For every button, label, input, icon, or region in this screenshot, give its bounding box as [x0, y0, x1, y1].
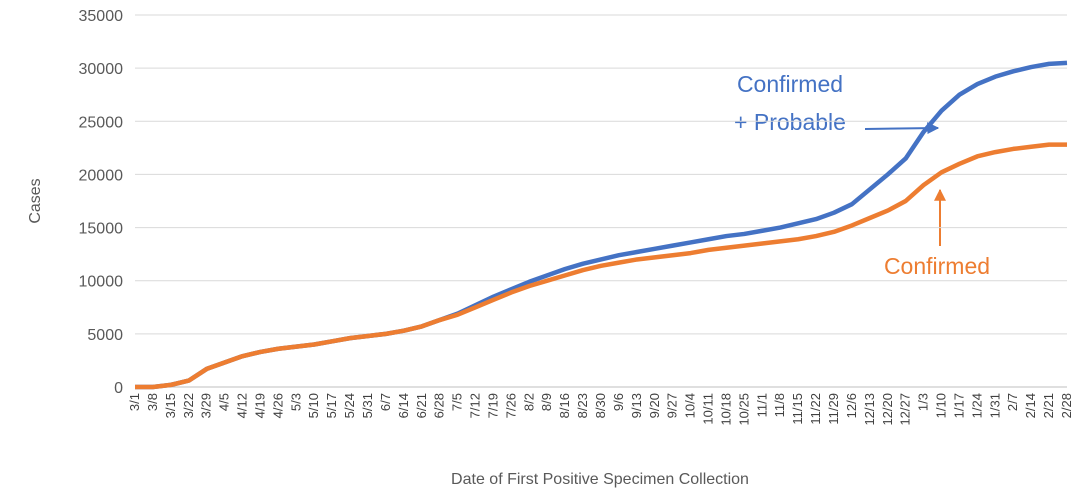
x-tick-label: 11/1 — [754, 393, 769, 417]
x-tick-label: 9/27 — [665, 393, 680, 418]
x-tick-label: 6/14 — [396, 393, 411, 418]
x-tick-label: 7/19 — [485, 393, 500, 418]
x-tick-label: 8/2 — [521, 393, 536, 411]
x-tick-label: 1/10 — [934, 393, 949, 418]
x-tick-label: 3/8 — [145, 393, 160, 411]
x-tick-label: 4/19 — [252, 393, 267, 418]
annotation: Confirmed — [884, 253, 990, 279]
y-tick-label: 15000 — [79, 221, 124, 238]
x-tick-label: 2/21 — [1041, 393, 1056, 418]
x-tick-label: 3/15 — [163, 393, 178, 418]
x-tick-label: 11/22 — [808, 393, 823, 425]
x-tick-label: 3/29 — [199, 393, 214, 418]
x-tick-label: 10/25 — [736, 393, 751, 426]
x-tick-label: 7/12 — [468, 393, 483, 418]
x-tick-label: 8/9 — [539, 393, 554, 411]
x-tick-label: 7/5 — [450, 393, 465, 411]
y-axis-title: Cases — [27, 178, 44, 223]
annotation: + Probable — [734, 109, 846, 135]
x-tick-label: 12/13 — [862, 393, 877, 426]
x-tick-label: 5/17 — [324, 393, 339, 418]
x-tick-label: 3/1 — [127, 393, 142, 411]
x-tick-label: 5/3 — [288, 393, 303, 411]
x-tick-label: 3/22 — [181, 393, 196, 418]
y-tick-label: 0 — [114, 380, 123, 397]
y-tick-label: 10000 — [79, 274, 124, 291]
x-tick-label: 2/28 — [1059, 393, 1074, 418]
x-tick-label: 5/10 — [306, 393, 321, 418]
x-tick-label: 10/18 — [718, 393, 733, 426]
x-tick-label: 11/29 — [826, 393, 841, 425]
x-tick-label: 1/3 — [916, 393, 931, 411]
series-line — [135, 60, 1068, 390]
x-axis-title: Date of First Positive Specimen Collecti… — [451, 471, 749, 488]
x-tick-label: 6/21 — [414, 393, 429, 418]
x-tick-label: 6/7 — [378, 393, 393, 411]
x-tick-label: 8/23 — [575, 393, 590, 418]
x-tick-label: 8/30 — [593, 393, 608, 418]
x-tick-label: 4/26 — [270, 393, 285, 418]
x-tick-label: 11/8 — [772, 393, 787, 417]
x-tick-label: 4/5 — [217, 393, 232, 411]
y-tick-label: 35000 — [79, 8, 124, 25]
x-tick-label: 1/24 — [969, 393, 984, 418]
series-line — [135, 142, 1067, 390]
y-tick-label: 20000 — [79, 167, 124, 184]
x-tick-label: 1/31 — [987, 393, 1002, 418]
x-tick-label: 8/16 — [557, 393, 572, 418]
x-tick-label: 2/14 — [1023, 393, 1038, 418]
x-tick-label: 5/24 — [342, 393, 357, 418]
x-tick-label: 9/20 — [647, 393, 662, 418]
y-tick-label: 30000 — [79, 61, 124, 78]
x-tick-label: 7/26 — [503, 393, 518, 418]
x-tick-label: 12/27 — [898, 393, 913, 426]
x-tick-label: 10/4 — [683, 393, 698, 418]
x-tick-label: 9/6 — [611, 393, 626, 411]
x-tick-label: 11/15 — [790, 393, 805, 425]
x-tick-label: 12/20 — [880, 393, 895, 426]
x-tick-label: 12/6 — [844, 393, 859, 418]
x-tick-label: 4/12 — [235, 393, 250, 418]
x-tick-label: 1/17 — [951, 393, 966, 418]
annotation: Confirmed — [737, 71, 843, 97]
x-tick-label: 6/28 — [432, 393, 447, 418]
y-tick-label: 5000 — [87, 327, 123, 344]
x-tick-label: 9/13 — [629, 393, 644, 418]
y-tick-label: 25000 — [79, 114, 124, 131]
x-tick-label: 5/31 — [360, 393, 375, 418]
x-tick-label: 10/11 — [701, 393, 716, 425]
x-tick-label: 2/7 — [1005, 393, 1020, 411]
